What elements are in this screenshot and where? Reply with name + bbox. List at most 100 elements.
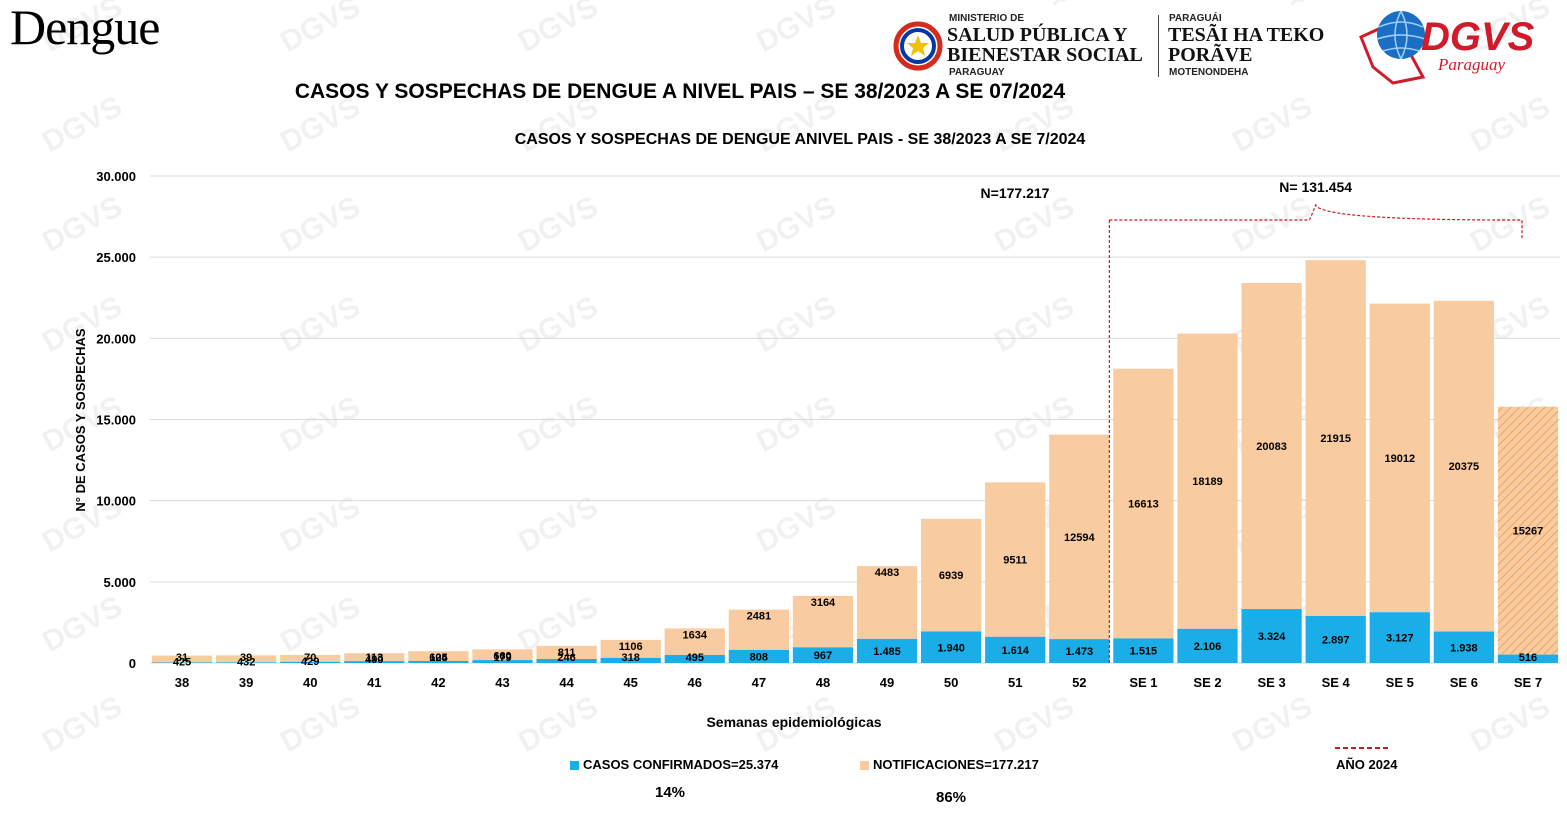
- globe-icon: [1359, 10, 1426, 85]
- data-label-notifications: 9511: [1003, 555, 1027, 567]
- data-label-confirmed: 1.473: [1066, 646, 1094, 658]
- x-tick-label: SE 6: [1450, 675, 1478, 690]
- bar-confirmed: [1241, 609, 1302, 663]
- bar-notifications: [408, 651, 469, 661]
- data-label-confirmed: 1.485: [873, 646, 901, 658]
- data-label-notifications: 1634: [683, 629, 708, 641]
- bar-notifications: [1433, 300, 1494, 632]
- bar-notifications: [1049, 434, 1110, 640]
- bar-confirmed: [1433, 631, 1494, 663]
- bar-confirmed: [664, 654, 725, 663]
- x-tick-label: SE 4: [1322, 675, 1351, 690]
- data-label-notifications: 604: [429, 652, 448, 664]
- data-label-notifications: 1106: [619, 641, 643, 653]
- bar-confirmed: [985, 636, 1046, 663]
- x-tick-label: SE 2: [1193, 675, 1221, 690]
- bar-confirmed: [472, 660, 533, 663]
- total-annotation: N=177.217: [981, 185, 1050, 201]
- x-tick-label: 41: [367, 675, 381, 690]
- dgvs-logo-text: DGVS: [1421, 15, 1535, 59]
- x-tick-label: 42: [431, 675, 445, 690]
- x-tick-label: 47: [752, 675, 766, 690]
- percent-notifications: 86%: [936, 789, 967, 806]
- legend-notifications: NOTIFICACIONES=177.217: [860, 757, 1039, 772]
- ministry-line4: PARAGUAY: [949, 67, 1005, 78]
- ministry-line2: SALUD PÚBLICA Y: [947, 24, 1128, 46]
- bar-confirmed: [1369, 612, 1430, 663]
- bar-notifications: [472, 649, 533, 661]
- page-title: Dengue: [10, 0, 160, 55]
- bar-notifications: [728, 609, 789, 650]
- x-tick-label: 46: [688, 675, 702, 690]
- data-label-notifications: 425: [173, 657, 191, 669]
- guarani-line1: PARAGUÁI: [1169, 13, 1222, 24]
- y-tick-label: 0: [129, 656, 136, 671]
- x-tick-label: SE 5: [1386, 675, 1414, 690]
- data-label-confirmed: 246: [557, 652, 575, 664]
- data-label-notifications: 20083: [1256, 441, 1287, 453]
- ministry-line1: MINISTERIO DE: [949, 13, 1025, 24]
- data-label-notifications: 432: [237, 656, 255, 668]
- bar-confirmed: [1113, 638, 1174, 663]
- data-label-confirmed: 967: [814, 650, 832, 662]
- bar-notifications: [985, 482, 1046, 637]
- x-tick-label: 39: [239, 675, 253, 690]
- bar-notifications: [280, 654, 341, 662]
- bar-confirmed: [344, 661, 405, 663]
- year-2024-annotation: N= 131.454: [1279, 179, 1352, 195]
- legend-notifications-swatch: [860, 761, 869, 771]
- bar-confirmed: [280, 661, 341, 663]
- data-label-confirmed: 495: [686, 652, 704, 664]
- x-tick-label: 49: [880, 675, 894, 690]
- bar-confirmed: [728, 649, 789, 663]
- x-tick-label: 38: [175, 675, 189, 690]
- data-label-notifications: 12594: [1064, 532, 1095, 544]
- bar-notifications: [1497, 406, 1559, 655]
- bar-notifications: [1305, 260, 1366, 616]
- x-tick-label: 50: [944, 675, 958, 690]
- legend-confirmed: CASOS CONFIRMADOS=25.374: [570, 757, 778, 772]
- bar-confirmed: [1049, 639, 1110, 663]
- legend-confirmed-swatch: [570, 761, 579, 771]
- data-label-notifications: 811: [558, 647, 576, 659]
- data-label-confirmed: 2.897: [1322, 634, 1350, 646]
- bar-confirmed: [1177, 628, 1238, 663]
- legend-notifications-label: NOTIFICACIONES=177.217: [873, 757, 1039, 772]
- ministry-line3: BIENESTAR SOCIAL: [947, 44, 1143, 66]
- guarani-line4: MOTENONDEHA: [1169, 67, 1249, 78]
- bar-notifications: [600, 639, 661, 658]
- bar-confirmed: [792, 647, 854, 663]
- data-label-confirmed: 31: [176, 652, 188, 664]
- slide-title: CASOS Y SOSPECHAS DE DENGUE A NIVEL PAIS…: [294, 80, 1066, 103]
- chart-title: CASOS Y SOSPECHAS DE DENGUE ANIVEL PAIS …: [514, 131, 1086, 148]
- header-logos: MINISTERIO DE SALUD PÚBLICA Y BIENESTAR …: [893, 5, 1563, 91]
- bar-confirmed: [536, 659, 597, 663]
- ministry-logo: MINISTERIO DE SALUD PÚBLICA Y BIENESTAR …: [893, 5, 1333, 87]
- x-tick-label: 44: [559, 675, 574, 690]
- bar-confirmed: [1497, 654, 1559, 663]
- data-label-notifications: 19012: [1384, 453, 1415, 465]
- data-label-confirmed: 808: [750, 651, 768, 663]
- percent-confirmed: 14%: [655, 784, 686, 801]
- bar-notifications: [1113, 368, 1174, 639]
- x-axis-label: Semanas epidemiológicas: [706, 714, 881, 730]
- data-label-notifications: 429: [301, 656, 319, 668]
- bar-notifications: [344, 653, 405, 662]
- bar-confirmed: [600, 657, 661, 663]
- data-label-notifications: 490: [365, 654, 383, 666]
- x-tick-label: 51: [1008, 675, 1022, 690]
- dgvs-logo-subtext: Paraguay: [1438, 55, 1506, 74]
- data-label-notifications: 2481: [747, 611, 771, 623]
- data-label-notifications: 3164: [811, 597, 836, 609]
- y-tick-label: 15.000: [96, 413, 136, 428]
- y-tick-label: 20.000: [96, 331, 136, 346]
- y-axis-label: N° DE CASOS Y SOSPECHAS: [73, 328, 88, 511]
- data-label-notifications: 21915: [1320, 433, 1351, 445]
- x-tick-label: 48: [816, 675, 830, 690]
- x-tick-label: 52: [1072, 675, 1086, 690]
- y-tick-label: 25.000: [96, 250, 136, 265]
- logo-divider: [1158, 15, 1159, 77]
- bar-notifications: [216, 655, 277, 663]
- data-label-confirmed: 39: [240, 652, 252, 664]
- bar-notifications: [792, 595, 854, 648]
